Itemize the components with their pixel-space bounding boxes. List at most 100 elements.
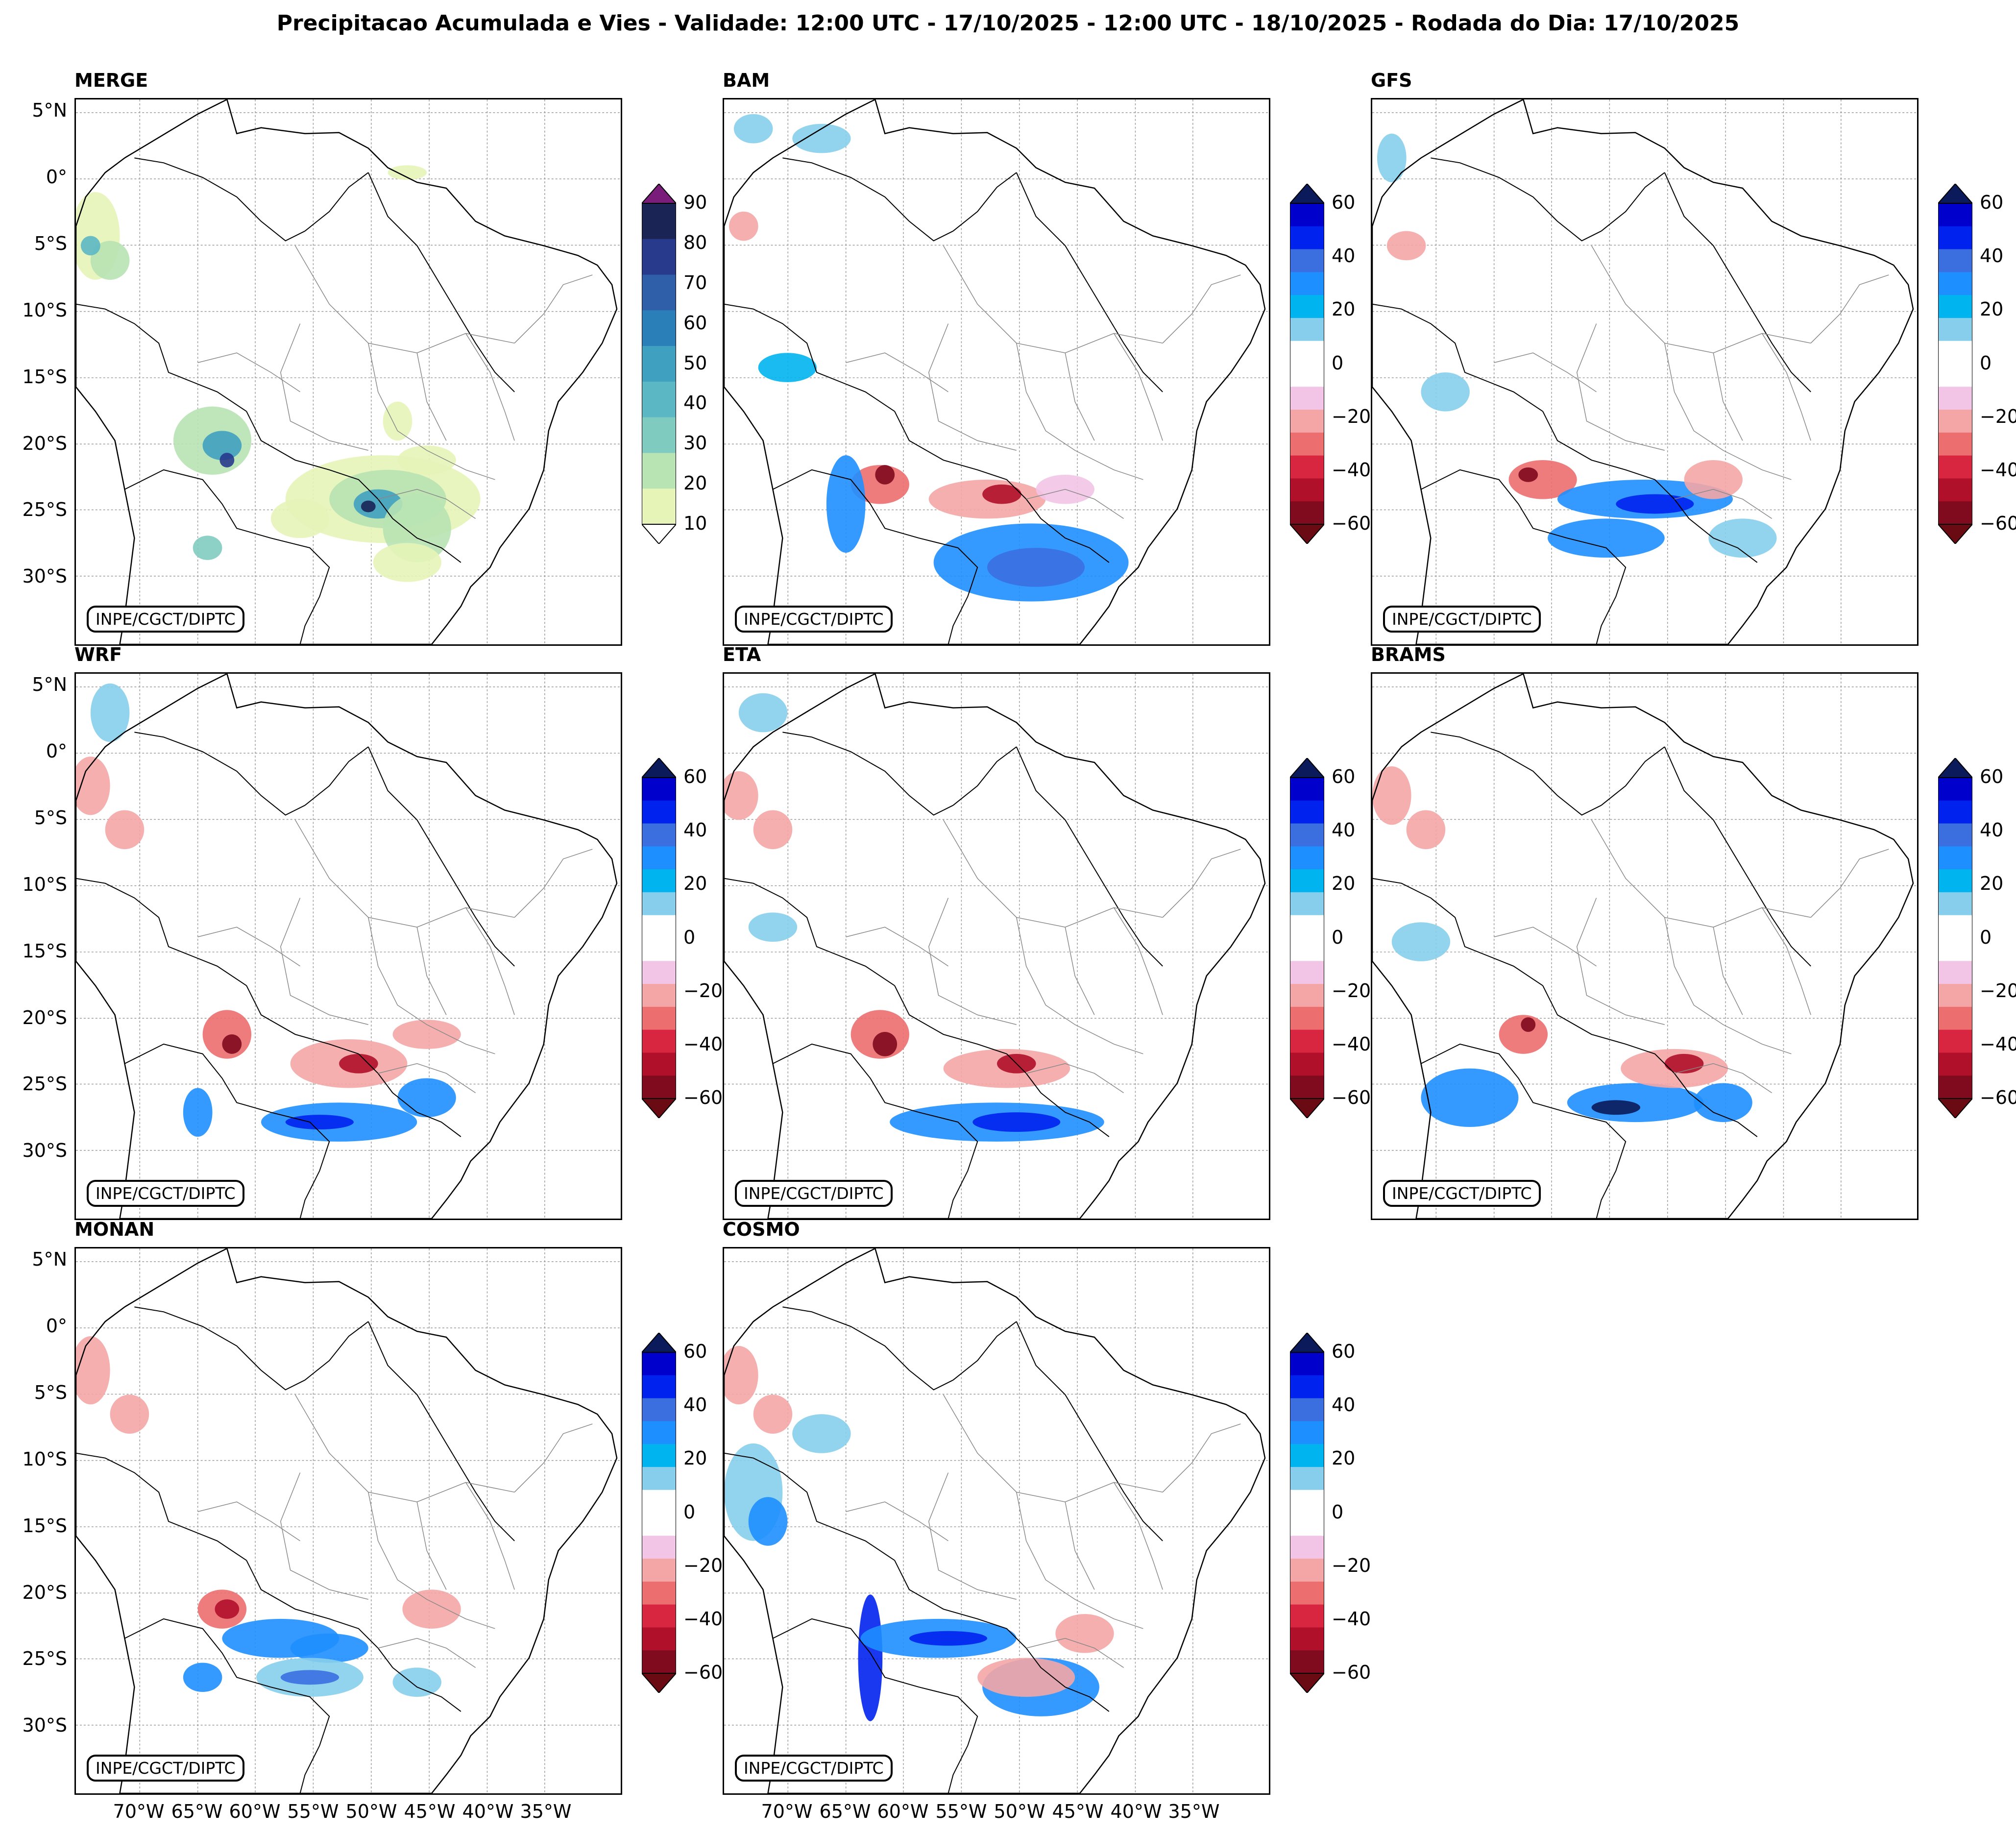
field-blob-gfs-3 bbox=[1518, 467, 1538, 482]
colorbar-tick: 60 bbox=[1332, 766, 1356, 787]
field-blob-brams-9 bbox=[1694, 1083, 1752, 1123]
colorbar-tick: 60 bbox=[1332, 192, 1356, 213]
colorbar-tick: −20 bbox=[683, 1554, 723, 1576]
colorbar-gfs bbox=[1937, 183, 1974, 545]
credit-label: INPE/CGCT/DIPTC bbox=[87, 1180, 244, 1207]
colorbar-tick: 60 bbox=[683, 1341, 707, 1362]
field-blob-cosmo-10 bbox=[792, 1414, 851, 1453]
field-blob-gfs-7 bbox=[1684, 460, 1743, 499]
field-blob-gfs-0 bbox=[1377, 133, 1407, 183]
colorbar-tick: −40 bbox=[1332, 459, 1371, 481]
field-blob-merge-13 bbox=[373, 543, 441, 582]
colorbar-tick: −60 bbox=[683, 1662, 723, 1683]
field-blob-gfs-8 bbox=[1708, 518, 1777, 558]
credit-label: INPE/CGCT/DIPTC bbox=[87, 606, 244, 633]
field-blob-cosmo-1 bbox=[753, 1394, 793, 1434]
colorbar-tick: −60 bbox=[1332, 1662, 1371, 1683]
colorbar-tick: 0 bbox=[1332, 352, 1344, 374]
field-blob-eta-7 bbox=[972, 1112, 1061, 1132]
lon-tick: 70°W bbox=[761, 1801, 813, 1822]
field-blob-eta-1 bbox=[753, 810, 793, 850]
field-blob-bam-9 bbox=[987, 548, 1085, 587]
field-blob-merge-15 bbox=[383, 401, 413, 441]
field-blob-cosmo-0 bbox=[724, 1345, 758, 1405]
map-eta: INPE/CGCT/DIPTC bbox=[723, 672, 1270, 1220]
lon-tick: 50°W bbox=[994, 1801, 1045, 1822]
colorbar-tick: 20 bbox=[1332, 298, 1356, 320]
map-canvas-wrf bbox=[76, 674, 621, 1219]
field-blob-bam-5 bbox=[826, 455, 866, 553]
colorbar-tick: 30 bbox=[683, 432, 707, 454]
field-blob-wrf-9 bbox=[397, 1078, 456, 1118]
colorbar-tick: 0 bbox=[1332, 1501, 1344, 1523]
colorbar-tick: −40 bbox=[683, 1608, 723, 1630]
credit-label: INPE/CGCT/DIPTC bbox=[1383, 1180, 1541, 1207]
map-brams: INPE/CGCT/DIPTC bbox=[1371, 672, 1919, 1220]
field-blob-eta-8 bbox=[738, 693, 788, 733]
colorbar-tick: 60 bbox=[1332, 1341, 1356, 1362]
colorbar-tick: 10 bbox=[683, 513, 707, 534]
colorbar-tick: −40 bbox=[1980, 459, 2016, 481]
colorbar-tick: 40 bbox=[683, 1394, 707, 1416]
colorbar-tick: −40 bbox=[1332, 1608, 1371, 1630]
lat-tick: 20°S bbox=[22, 433, 67, 454]
lat-tick: 30°S bbox=[22, 1714, 67, 1736]
figure-title: Precipitacao Acumulada e Vies - Validade… bbox=[276, 11, 1740, 36]
colorbar-tick: 0 bbox=[1332, 926, 1344, 948]
panel-title-brams: BRAMS bbox=[1371, 644, 1446, 665]
field-blob-cosmo-2 bbox=[858, 1594, 883, 1721]
colorbar-tick: 60 bbox=[1980, 192, 2004, 213]
lat-tick: 20°S bbox=[22, 1007, 67, 1028]
lat-tick: 5°N bbox=[32, 674, 67, 695]
lat-tick: 30°S bbox=[22, 1140, 67, 1161]
field-blob-cosmo-9 bbox=[748, 1497, 788, 1546]
colorbar-tick: −60 bbox=[1332, 513, 1371, 534]
colorbar-tick: 70 bbox=[683, 271, 707, 293]
field-blob-merge-5 bbox=[219, 453, 235, 467]
field-blob-brams-0 bbox=[1372, 766, 1411, 825]
colorbar-tick: 40 bbox=[1332, 1394, 1356, 1416]
field-blob-merge-12 bbox=[193, 536, 222, 560]
field-blob-cosmo-6 bbox=[977, 1658, 1075, 1697]
lat-tick: 5°S bbox=[34, 807, 67, 829]
colorbar-tick: 0 bbox=[1980, 926, 1992, 948]
map-canvas-gfs bbox=[1372, 99, 1917, 644]
colorbar-tick: −40 bbox=[1980, 1033, 2016, 1055]
field-blob-merge-16 bbox=[388, 165, 427, 180]
field-blob-wrf-0 bbox=[76, 757, 110, 815]
field-blob-bam-2 bbox=[792, 123, 851, 153]
colorbar-tick: 20 bbox=[683, 472, 707, 494]
credit-label: INPE/CGCT/DIPTC bbox=[735, 1755, 893, 1782]
lon-tick: 65°W bbox=[819, 1801, 871, 1822]
panel-title-wrf: WRF bbox=[74, 644, 122, 665]
colorbar-tick: −60 bbox=[1980, 513, 2016, 534]
lat-tick: 25°S bbox=[22, 1073, 67, 1095]
lat-tick: 15°S bbox=[22, 366, 67, 388]
coastline bbox=[76, 674, 618, 1219]
lat-tick: 10°S bbox=[22, 874, 67, 895]
colorbar-tick: 20 bbox=[1980, 873, 2004, 895]
lat-tick: 5°S bbox=[34, 233, 67, 254]
coastline bbox=[724, 674, 1266, 1219]
field-blob-bam-11 bbox=[758, 353, 817, 382]
lat-tick: 5°N bbox=[32, 99, 67, 121]
field-blob-gfs-9 bbox=[1421, 372, 1470, 412]
panel-title-gfs: GFS bbox=[1371, 70, 1412, 91]
colorbar-tick: −20 bbox=[1980, 979, 2016, 1002]
colorbar-tick: 0 bbox=[683, 926, 696, 948]
panel-title-merge: MERGE bbox=[74, 70, 148, 91]
colorbar-tick: −60 bbox=[1332, 1087, 1371, 1108]
field-blob-bam-4 bbox=[875, 465, 895, 485]
colorbar-tick: 20 bbox=[683, 873, 707, 895]
panel-title-cosmo: COSMO bbox=[723, 1219, 800, 1240]
lon-tick: 65°W bbox=[171, 1801, 223, 1822]
map-canvas-brams bbox=[1372, 674, 1917, 1219]
field-blob-brams-1 bbox=[1406, 810, 1446, 850]
colorbar-tick: −40 bbox=[683, 1033, 723, 1055]
colorbar-eta bbox=[1288, 757, 1326, 1119]
field-blob-wrf-6 bbox=[392, 1020, 461, 1049]
lon-tick: 35°W bbox=[1168, 1801, 1220, 1822]
field-blob-merge-14 bbox=[397, 445, 456, 475]
field-blob-wrf-1 bbox=[105, 810, 145, 850]
lon-tick: 40°W bbox=[462, 1801, 514, 1822]
